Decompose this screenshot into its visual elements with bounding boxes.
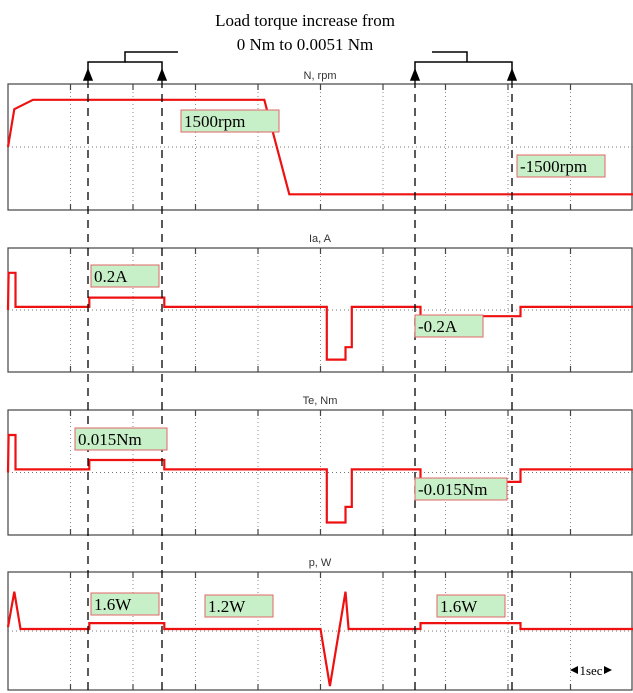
- panel-3: Te, Nm: [6, 395, 633, 536]
- bracket-left: [82, 51, 178, 81]
- data-label: 0.015Nm: [74, 427, 168, 451]
- data-label: 1.6W: [436, 594, 506, 618]
- svg-text:0.015Nm: 0.015Nm: [78, 430, 142, 449]
- data-label: 1500rpm: [180, 109, 280, 133]
- annotation-line1: Load torque increase from: [215, 11, 395, 30]
- data-label: 0.2A: [90, 264, 160, 288]
- svg-text:1.6W: 1.6W: [440, 597, 478, 616]
- panel-title: p, W: [309, 557, 332, 569]
- bracket-right: [409, 51, 518, 81]
- data-label: 1.2W: [204, 594, 274, 618]
- data-label: -0.015Nm: [414, 477, 508, 501]
- panel-title: Te, Nm: [303, 395, 338, 407]
- svg-text:1.6W: 1.6W: [94, 595, 132, 614]
- svg-text:1500rpm: 1500rpm: [184, 112, 245, 131]
- panel-2: Ia, A: [6, 233, 633, 373]
- panel-4: p, W: [6, 557, 633, 691]
- svg-text:-0.015Nm: -0.015Nm: [418, 480, 487, 499]
- svg-text:-1500rpm: -1500rpm: [520, 157, 587, 176]
- svg-text:0.2A: 0.2A: [94, 267, 128, 286]
- data-label: 1.6W: [90, 592, 160, 616]
- event-markers: [87, 80, 513, 690]
- panel-1: N, rpm: [6, 70, 633, 211]
- time-scale: 1sec: [570, 663, 612, 678]
- annotation-line2: 0 Nm to 0.0051 Nm: [237, 35, 373, 54]
- data-label: -1500rpm: [516, 154, 606, 178]
- panel-title: N, rpm: [304, 70, 337, 82]
- panel-title: Ia, A: [309, 233, 332, 245]
- trace-line: [6, 98, 633, 196]
- trace-line: [6, 591, 633, 687]
- time-scale-label: 1sec: [579, 663, 602, 678]
- svg-text:-0.2A: -0.2A: [418, 317, 458, 336]
- svg-text:1.2W: 1.2W: [208, 597, 246, 616]
- data-label: -0.2A: [414, 314, 484, 338]
